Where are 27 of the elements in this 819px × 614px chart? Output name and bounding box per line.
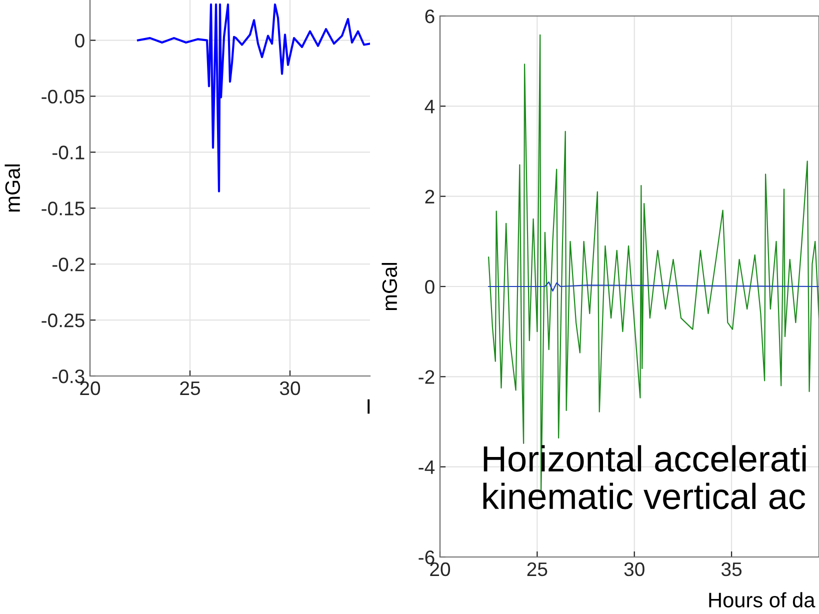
x-axis-title: Hours of da bbox=[709, 592, 816, 608]
y-tick-label: -4 bbox=[418, 460, 435, 474]
y-tick-label: -0.15 bbox=[42, 202, 84, 216]
y-tick-label: 6 bbox=[425, 9, 434, 24]
y-tick-label: 4 bbox=[424, 100, 435, 114]
x-tick-label: 20 bbox=[430, 562, 450, 576]
y-axis-title: mGal bbox=[4, 164, 20, 212]
line-series bbox=[136, 3, 370, 192]
y-tick-label: -0.05 bbox=[42, 90, 84, 104]
y-tick-label: 0 bbox=[75, 34, 84, 48]
y-tick-label: -0.3 bbox=[52, 369, 84, 384]
x-tick-label: 20 bbox=[80, 381, 100, 396]
y-tick-label: -2 bbox=[418, 370, 434, 384]
x-axis-title: I bbox=[368, 399, 370, 414]
y-tick-label: -0.2 bbox=[52, 258, 84, 272]
line-series bbox=[488, 281, 819, 292]
y-tick-label: -6 bbox=[418, 550, 434, 564]
x-tick-label: 30 bbox=[280, 381, 300, 396]
y-tick-label: 0 bbox=[425, 280, 434, 294]
x-tick-label: 35 bbox=[721, 562, 742, 576]
y-tick-label: -0.25 bbox=[42, 314, 84, 328]
y-axis-title: mGal bbox=[382, 263, 398, 310]
y-tick-label: 2 bbox=[425, 190, 434, 204]
x-tick-label: 25 bbox=[180, 381, 200, 396]
x-tick-label: 25 bbox=[527, 562, 548, 576]
y-tick-label: -0.1 bbox=[52, 146, 84, 160]
x-tick-label: 30 bbox=[624, 562, 644, 576]
